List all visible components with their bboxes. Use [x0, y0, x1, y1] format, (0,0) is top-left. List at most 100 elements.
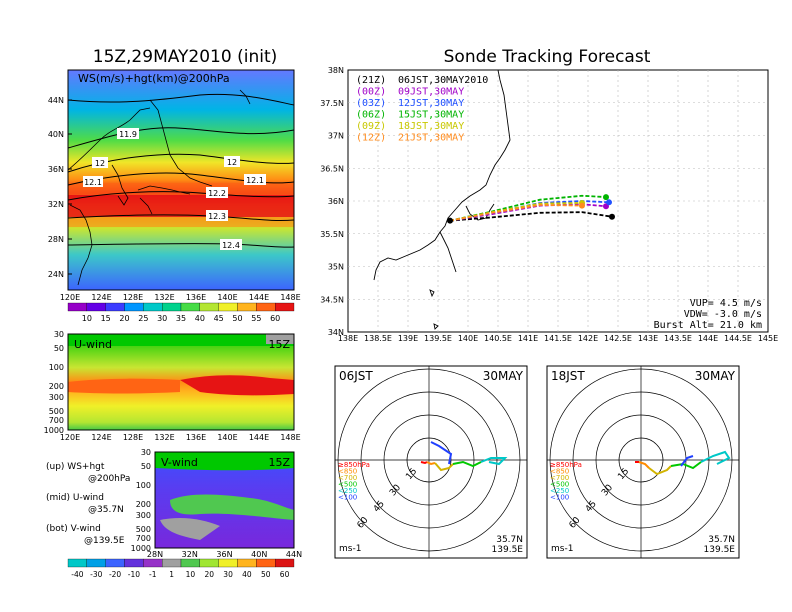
trajectory-legend: (21Z) 06JST,30MAY2010 (00Z) 09JST,30MAY (03Z…: [356, 75, 488, 144]
ws-map-label: WS(m/s)+hgt(km)@200hPa: [78, 72, 230, 85]
traj-legend-code: (21Z): [356, 75, 386, 86]
ws-colorbar-cell: [124, 302, 144, 312]
ws-lat-label: 28N: [48, 235, 64, 244]
traj-lat-label: 34.5N: [320, 295, 344, 304]
uwind-lon-label: 128E: [123, 433, 143, 442]
vwind-lat-ticks: 28N 32N 36N 40N 44N: [147, 550, 302, 559]
uwind-label: U-wind: [74, 338, 112, 351]
ws-lon-label: 148E: [280, 293, 300, 302]
ws-lat-label: 40N: [48, 130, 64, 139]
vwind-p-label: 50: [141, 462, 151, 471]
traj-legend-code: (03Z): [356, 98, 386, 109]
ws-lon-label: 144E: [249, 293, 269, 302]
uwind-gray-patch: [266, 334, 294, 344]
uwind-p-label: 300: [49, 393, 64, 402]
ws-colorbar-cell: [86, 302, 106, 312]
uwind-core: [180, 375, 294, 396]
traj-legend-time: 12JST,30MAY: [398, 98, 464, 109]
vwind-lat-label: 36N: [216, 550, 232, 559]
traj-lon-label: 138E: [338, 334, 358, 343]
uwind-p-label: 30: [54, 330, 64, 339]
jet-edge-south: [68, 217, 294, 227]
traj-lat-label: 37.5N: [320, 99, 344, 108]
hodo-trace: [430, 441, 453, 465]
v-colorbar-cell: [218, 558, 238, 568]
v-colorbar-label: -10: [128, 570, 140, 579]
ws-lat-label: 44N: [48, 96, 64, 105]
v-colorbar-label: 30: [223, 570, 233, 579]
hodo-level-label: <500: [550, 481, 569, 489]
hodo-lat: 35.7N: [708, 535, 735, 545]
vwind-frame: [154, 451, 295, 549]
hodo-unit: ms-1: [339, 544, 361, 554]
uwind-lon-ticks: 120E 124E 128E 132E 136E 140E 144E 148E: [60, 433, 301, 442]
traj-lat-label: 34N: [328, 328, 344, 337]
uwind-lon-label: 124E: [91, 433, 111, 442]
hodo-level-label: <100: [338, 494, 357, 502]
ws-colorbar-label: 15: [101, 314, 111, 323]
traj-lat-label: 36.5N: [320, 164, 344, 173]
traj-legend-code: (00Z): [356, 87, 386, 98]
launch-point: [447, 217, 453, 224]
uwind-lon-label: 148E: [280, 433, 300, 442]
hodo-time: 06JST: [339, 369, 373, 383]
hodo-lat: 35.7N: [496, 535, 523, 545]
hodo-level-label: ≥850hPa: [338, 461, 370, 469]
ws-lon-label: 132E: [154, 293, 174, 302]
traj-lon-label: 143E: [638, 334, 658, 343]
v-colorbar-cell: [105, 558, 125, 568]
v-colorbar-cell: [199, 558, 219, 568]
uwind-p-label: 100: [49, 363, 64, 372]
contour-label-12.1b: 12.1: [246, 176, 264, 185]
hodo-date: 30MAY: [695, 369, 736, 383]
hodo-lon: 139.5E: [492, 545, 524, 555]
ws-lat-label: 24N: [48, 270, 64, 279]
traj-endpoint: [579, 202, 585, 209]
hodo-trace: [480, 457, 508, 466]
traj-lon-label: 144.5E: [724, 334, 752, 343]
uwind-p-label: 500: [49, 407, 64, 416]
traj-lat-label: 37N: [328, 132, 344, 141]
traj-lon-label: 141.5E: [544, 334, 572, 343]
ws-lon-label: 136E: [186, 293, 206, 302]
hodo-level-label: <850: [338, 468, 357, 476]
traj-lon-label: 143.5E: [664, 334, 692, 343]
ws-colorbar-cell: [180, 302, 200, 312]
traj-line-12z: [449, 204, 583, 222]
v-colorbar-cell: [275, 558, 295, 568]
ws-colorbar-label: 40: [195, 314, 205, 323]
hodo-trace: [670, 461, 702, 470]
contour-label-12a: 12: [95, 159, 105, 168]
vwind-gray-band: [160, 518, 220, 540]
ws-lat-label: 32N: [48, 200, 64, 209]
trajectory-panel: (21Z) 06JST,30MAY2010 (00Z) 09JST,30MAY (03Z…: [347, 69, 769, 333]
v-colorbar-label: -20: [109, 570, 121, 579]
uwind-top-band: [68, 334, 294, 346]
ws-lon-label: 140E: [217, 293, 237, 302]
ws-lon-label: 128E: [123, 293, 143, 302]
ws-lon-ticks: 120E 124E 128E 132E 136E 140E 144E 148E: [60, 293, 301, 302]
vwind-time: 15Z: [268, 456, 290, 469]
v-colorbar-cell: [86, 558, 106, 568]
traj-lon-label: 145E: [758, 334, 778, 343]
traj-lon-label: 139.5E: [424, 334, 452, 343]
uwind-lon-label: 120E: [60, 433, 80, 442]
vwind-panel: V-wind 15Z: [154, 451, 295, 549]
hodograph-06jst: 06JST 30MAY15304560≥850hPa<850<700<500<25…: [334, 365, 528, 559]
v-colorbar-label: -30: [90, 570, 102, 579]
hodo-level-label: <250: [338, 487, 357, 495]
legend-up-1: (up) WS+hgt: [46, 462, 105, 472]
hodo-trace: [680, 455, 694, 467]
ws-lon-label: 124E: [91, 293, 111, 302]
traj-lat-label: 38N: [328, 66, 344, 75]
ws-lat-ticks: 44N 40N 36N 32N 28N 24N: [48, 96, 72, 279]
traj-endpoint: [609, 213, 615, 220]
traj-legend-time: 15JST,30MAY: [398, 110, 464, 121]
contour-label-12.1a: 12.1: [84, 178, 102, 187]
contour-label-12b: 12: [227, 158, 237, 167]
ws-map-frame: [67, 69, 295, 291]
vwind-p-label: 200: [136, 500, 151, 509]
ws-colorbar-cell: [162, 302, 182, 312]
